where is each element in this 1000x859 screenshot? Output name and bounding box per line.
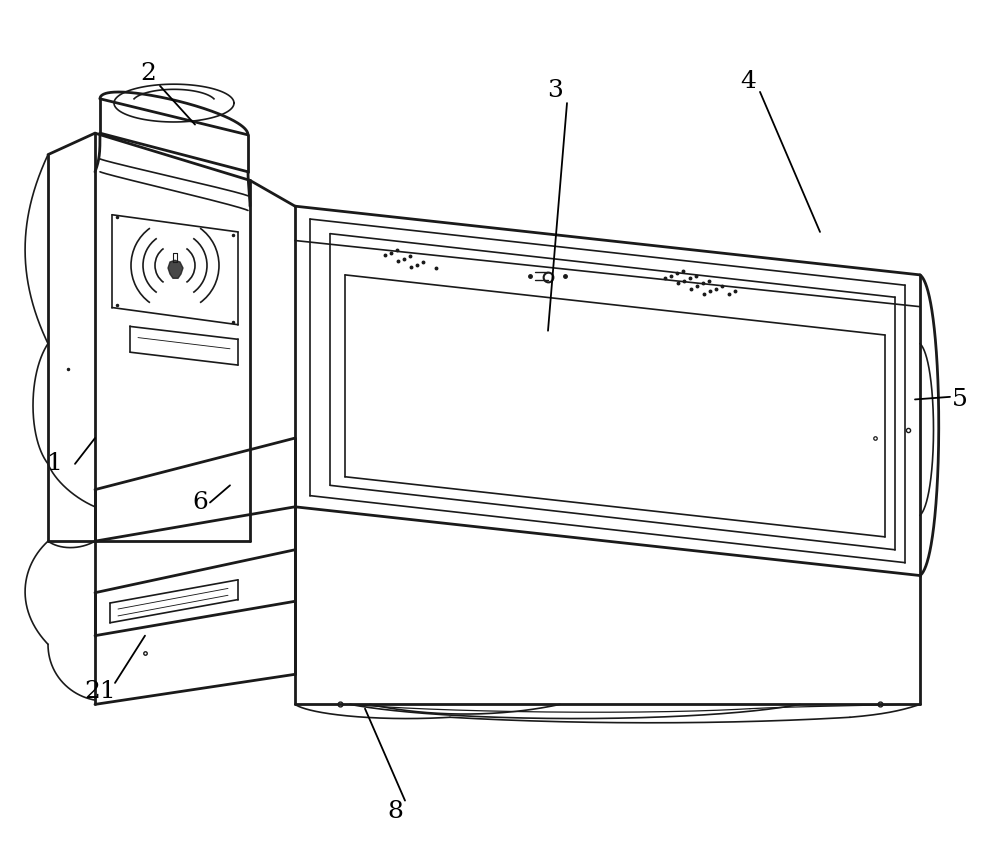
Text: 21: 21 xyxy=(84,680,116,703)
Text: 1: 1 xyxy=(47,453,63,475)
Text: 6: 6 xyxy=(192,491,208,514)
Text: 3: 3 xyxy=(547,79,563,101)
Polygon shape xyxy=(168,260,183,278)
Text: 4: 4 xyxy=(740,70,756,93)
Text: 8: 8 xyxy=(387,801,403,823)
Text: 2: 2 xyxy=(140,62,156,84)
Text: 5: 5 xyxy=(952,388,968,411)
